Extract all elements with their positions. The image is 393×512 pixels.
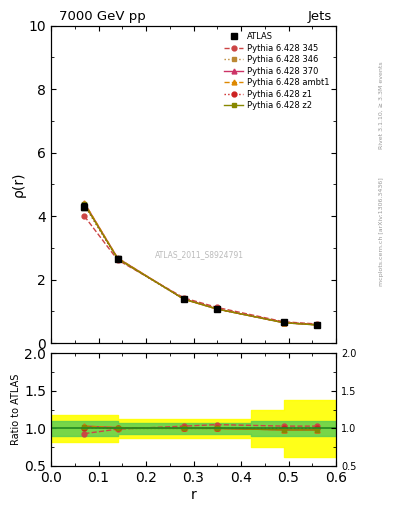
Text: Rivet 3.1.10, ≥ 3.3M events: Rivet 3.1.10, ≥ 3.3M events: [379, 61, 384, 149]
Line: Pythia 6.428 345: Pythia 6.428 345: [82, 214, 320, 327]
Pythia 6.428 345: [215, 305, 220, 311]
Pythia 6.428 ambt1: [281, 319, 286, 326]
X-axis label: r: r: [191, 487, 196, 502]
Pythia 6.428 z1: [115, 256, 120, 262]
Pythia 6.428 370: [82, 200, 87, 206]
Pythia 6.428 z1: [182, 296, 186, 302]
Text: 7000 GeV pp: 7000 GeV pp: [59, 10, 146, 23]
Pythia 6.428 z2: [115, 255, 120, 262]
Pythia 6.428 z2: [281, 319, 286, 326]
Pythia 6.428 345: [82, 213, 87, 219]
Line: Pythia 6.428 ambt1: Pythia 6.428 ambt1: [82, 200, 320, 327]
Pythia 6.428 z1: [315, 322, 320, 328]
Pythia 6.428 z2: [215, 306, 220, 312]
Pythia 6.428 346: [281, 319, 286, 326]
Text: mcplots.cern.ch [arXiv:1306.3436]: mcplots.cern.ch [arXiv:1306.3436]: [379, 178, 384, 286]
Pythia 6.428 345: [115, 257, 120, 263]
Pythia 6.428 z1: [215, 306, 220, 312]
Legend: ATLAS, Pythia 6.428 345, Pythia 6.428 346, Pythia 6.428 370, Pythia 6.428 ambt1,: ATLAS, Pythia 6.428 345, Pythia 6.428 34…: [222, 30, 332, 113]
Pythia 6.428 ambt1: [315, 322, 320, 328]
Pythia 6.428 346: [115, 256, 120, 262]
Pythia 6.428 ambt1: [182, 296, 186, 302]
Text: ATLAS_2011_S8924791: ATLAS_2011_S8924791: [155, 250, 244, 259]
Pythia 6.428 370: [215, 306, 220, 312]
Pythia 6.428 346: [182, 296, 186, 302]
Y-axis label: ρ(r): ρ(r): [12, 172, 26, 197]
Pythia 6.428 370: [315, 322, 320, 328]
Pythia 6.428 z2: [182, 296, 186, 302]
Pythia 6.428 345: [281, 318, 286, 325]
Pythia 6.428 345: [315, 321, 320, 327]
Pythia 6.428 z1: [82, 202, 87, 208]
Pythia 6.428 346: [315, 322, 320, 328]
Pythia 6.428 345: [182, 295, 186, 301]
Pythia 6.428 ambt1: [115, 255, 120, 261]
Pythia 6.428 370: [182, 296, 186, 302]
Pythia 6.428 ambt1: [82, 200, 87, 206]
Line: Pythia 6.428 370: Pythia 6.428 370: [82, 200, 320, 327]
Pythia 6.428 346: [82, 202, 87, 208]
Pythia 6.428 z2: [315, 322, 320, 328]
Line: Pythia 6.428 z1: Pythia 6.428 z1: [82, 203, 320, 327]
Y-axis label: Ratio to ATLAS: Ratio to ATLAS: [11, 374, 22, 445]
Line: Pythia 6.428 z2: Pythia 6.428 z2: [82, 202, 320, 327]
Text: Jets: Jets: [308, 10, 332, 23]
Pythia 6.428 ambt1: [215, 306, 220, 312]
Pythia 6.428 346: [215, 306, 220, 312]
Pythia 6.428 370: [281, 319, 286, 326]
Pythia 6.428 z2: [82, 201, 87, 207]
Pythia 6.428 370: [115, 255, 120, 261]
Pythia 6.428 z1: [281, 319, 286, 326]
Line: Pythia 6.428 346: Pythia 6.428 346: [82, 203, 320, 327]
